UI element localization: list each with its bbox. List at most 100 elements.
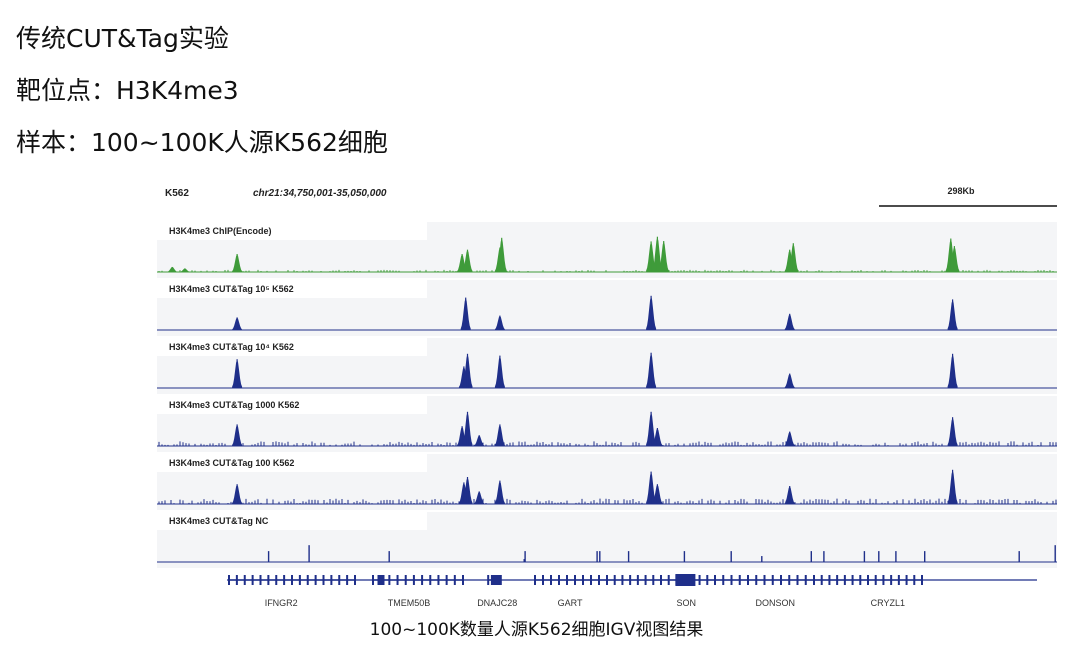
gene-exon [820, 575, 823, 585]
track-label-bg [157, 454, 427, 472]
gene-exon [828, 575, 831, 585]
gene-exon [859, 575, 862, 585]
gene-exon [698, 575, 701, 585]
gene-label: TMEM50B [388, 598, 431, 608]
track-label: H3K4me3 ChIP(Encode) [169, 226, 272, 236]
experiment-title: 传统CUT&Tag实验 [16, 24, 229, 53]
gene-exon [590, 575, 592, 585]
gene-block [490, 575, 501, 585]
gene-exon [613, 575, 616, 585]
track-label: H3K4me3 CUT&Tag 1000 K562 [169, 400, 299, 410]
gene-exon [714, 575, 716, 585]
track-label-bg [157, 338, 427, 356]
gene-exon [314, 575, 317, 585]
gene-exon [291, 575, 293, 585]
gene-exon [890, 575, 893, 585]
gene-exon [788, 575, 791, 585]
gene-exon [629, 575, 632, 585]
gene-exon [453, 575, 456, 585]
gene-exon [738, 575, 741, 585]
gene-exon [372, 575, 374, 585]
gene-exon [251, 575, 254, 585]
gene-exon [275, 575, 278, 585]
gene-exon [836, 575, 839, 585]
gene-exon [404, 575, 407, 585]
gene-exon [259, 575, 262, 585]
gene-exon [780, 575, 782, 585]
gene-exon [228, 575, 230, 585]
gene-exon [550, 575, 552, 585]
genome-label: K562 [165, 188, 189, 199]
gene-exon [322, 575, 325, 585]
gene-exon [897, 575, 900, 585]
gene-exon [582, 575, 584, 585]
gene-exon [346, 575, 349, 585]
gene-exon [388, 575, 391, 585]
gene-exon [652, 575, 655, 585]
gene-exon [771, 575, 774, 585]
gene-exon [755, 575, 758, 585]
gene-label: GART [558, 598, 583, 608]
gene-exon [867, 575, 869, 585]
track-label-bg [157, 396, 427, 414]
scale-label: 298Kb [947, 186, 975, 196]
gene-exon [730, 575, 733, 585]
track-label: H3K4me3 CUT&Tag 10⁴ K562 [169, 342, 294, 352]
gene-label: CRYZL1 [871, 598, 905, 608]
gene-exon [412, 575, 415, 585]
gene-exon [396, 575, 399, 585]
gene-exon [330, 575, 333, 585]
track-label-bg [157, 280, 427, 298]
track-label: H3K4me3 CUT&Tag 100 K562 [169, 458, 294, 468]
gene-exon [636, 575, 639, 585]
gene-exon [542, 575, 544, 585]
gene-exon [306, 575, 309, 585]
gene-exon [644, 575, 647, 585]
gene-block [377, 575, 385, 585]
gene-exon [283, 575, 286, 585]
gene-exon [235, 575, 238, 585]
gene-exon [298, 575, 301, 585]
gene-exon [660, 575, 662, 585]
gene-exon [598, 575, 600, 585]
gene-exon [267, 575, 270, 585]
gene-exon [706, 575, 709, 585]
gene-exon [851, 575, 854, 585]
gene-exon [621, 575, 624, 585]
gene-label: IFNGR2 [265, 598, 298, 608]
gene-block [675, 574, 696, 586]
gene-label: SON [676, 598, 696, 608]
gene-exon [421, 575, 424, 585]
gene-exon [874, 575, 877, 585]
gene-label: DNAJC28 [477, 598, 517, 608]
sample-label: 样本：100~100K人源K562细胞 [16, 128, 388, 157]
gene-exon [796, 575, 799, 585]
gene-exon [354, 575, 356, 585]
gene-exon [763, 575, 766, 585]
gene-label: DONSON [756, 598, 796, 608]
target-label: 靶位点：H3K4me3 [16, 76, 239, 105]
track-label: H3K4me3 CUT&Tag 10⁵ K562 [169, 284, 294, 294]
locus-label: chr21:34,750,001-35,050,000 [253, 188, 387, 199]
gene-exon [487, 575, 490, 585]
gene-exon [606, 575, 608, 585]
gene-exon [813, 575, 815, 585]
gene-exon [574, 575, 576, 585]
gene-exon [558, 575, 560, 585]
track-label-bg [157, 512, 427, 530]
figure-caption: 100~100K数量人源K562细胞IGV视图结果 [369, 620, 704, 640]
igv-browser: K562 chr21:34,750,001-35,050,000 298Kb H3K4… [157, 186, 1057, 608]
track-label-bg [157, 222, 427, 240]
gene-exon [747, 575, 749, 585]
gene-exon [843, 575, 846, 585]
igv-figure: K562 chr21:34,750,001-35,050,000 298Kb H3K4… [157, 180, 1059, 610]
gene-exon [243, 575, 246, 585]
gene-exon [913, 575, 916, 585]
gene-exon [338, 575, 341, 585]
gene-exon [882, 575, 885, 585]
gene-exon [437, 575, 440, 585]
gene-exon [462, 575, 464, 585]
track-label: H3K4me3 CUT&Tag NC [169, 516, 269, 526]
gene-exon [566, 575, 568, 585]
gene-exon [667, 575, 670, 585]
